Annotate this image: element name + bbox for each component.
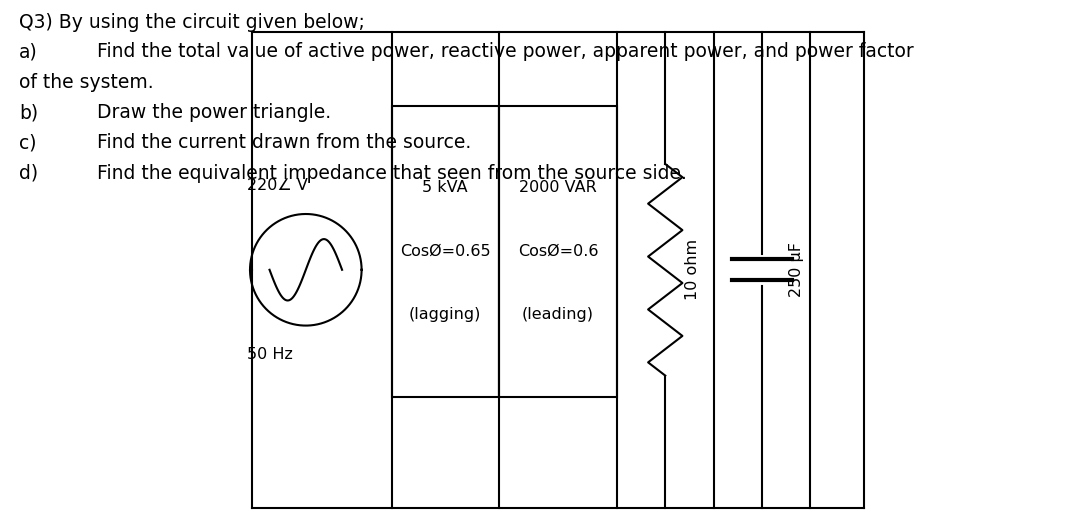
Text: Draw the power triangle.: Draw the power triangle. <box>97 103 330 122</box>
Text: Find the total value of active power, reactive power, apparent power, and power : Find the total value of active power, re… <box>97 42 913 61</box>
Text: (leading): (leading) <box>521 307 594 322</box>
Text: 50 Hz: 50 Hz <box>247 346 293 362</box>
Text: d): d) <box>19 164 39 183</box>
Text: 250 μF: 250 μF <box>789 242 804 297</box>
Text: of the system.: of the system. <box>19 73 153 92</box>
Text: c): c) <box>19 133 36 152</box>
Text: Find the equivalent impedance that seen from the source side.: Find the equivalent impedance that seen … <box>97 164 687 183</box>
Text: CosØ=0.65: CosØ=0.65 <box>400 244 490 259</box>
Text: 2000 VAR: 2000 VAR <box>519 180 597 195</box>
Text: 10 ohm: 10 ohm <box>685 239 700 300</box>
Text: b): b) <box>19 103 39 122</box>
Text: 220∠ V: 220∠ V <box>247 178 308 193</box>
Text: 5 kVA: 5 kVA <box>423 180 468 195</box>
Bar <box>499 106 617 397</box>
Text: CosØ=0.6: CosØ=0.6 <box>517 244 599 259</box>
Text: a): a) <box>19 42 38 61</box>
Text: Find the current drawn from the source.: Find the current drawn from the source. <box>97 133 471 152</box>
Text: Q3) By using the circuit given below;: Q3) By using the circuit given below; <box>19 13 365 32</box>
Text: (lagging): (lagging) <box>409 307 482 322</box>
Bar <box>392 106 499 397</box>
